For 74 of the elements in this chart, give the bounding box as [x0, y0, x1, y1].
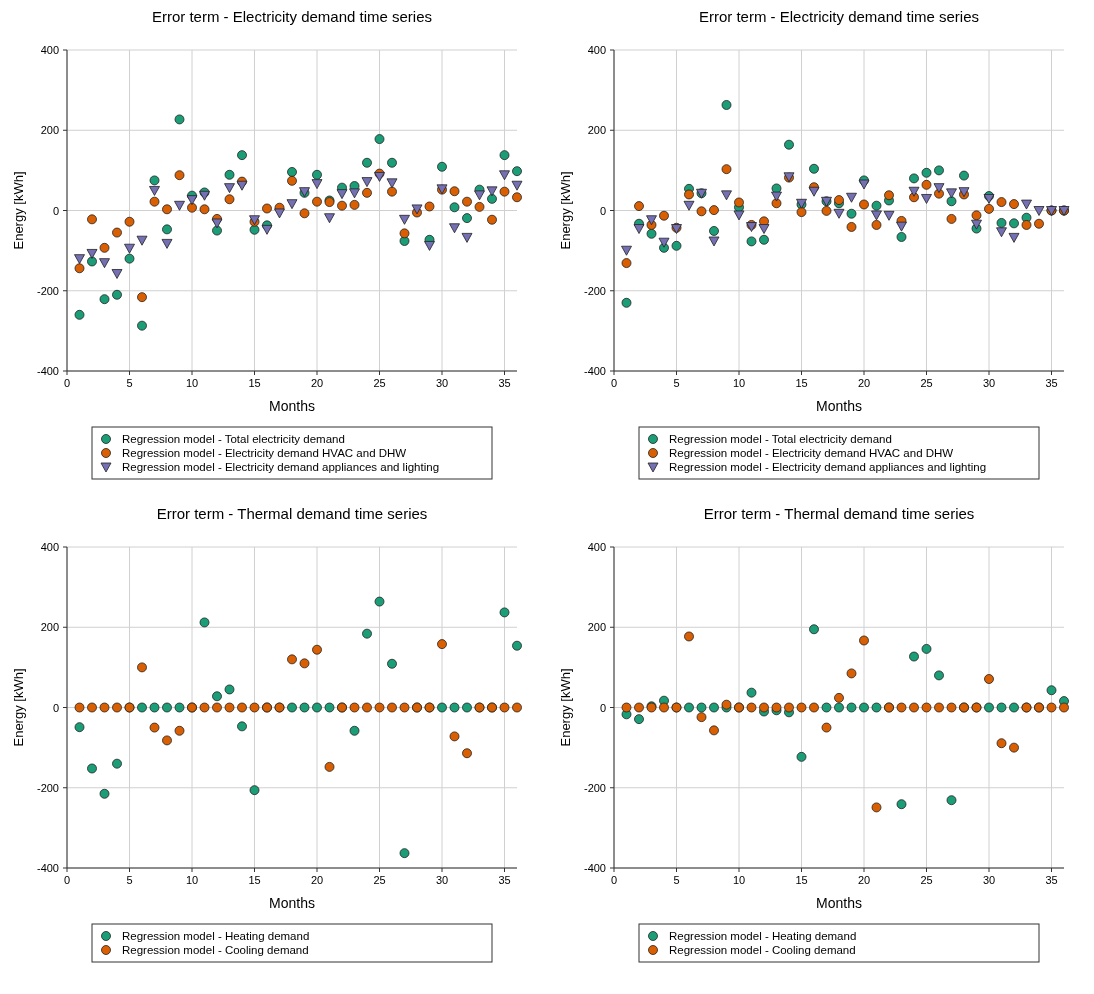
legend-label: Regression model - Electricity demand HVAC and DHW [122, 447, 407, 459]
chart-title: Error term - Electricity demand time series [698, 8, 980, 25]
y-tick-label: 200 [587, 124, 606, 137]
y-tick-label: 400 [40, 541, 59, 553]
y-tick-label: -400 [36, 365, 59, 377]
y-tick-label: -200 [583, 781, 606, 794]
legend-label: Regression model - Cooling demand [122, 944, 309, 956]
x-tick-label: 10 [185, 377, 199, 389]
chart-title: Error term - Thermal demand time series [156, 505, 428, 522]
y-tick-label: -400 [36, 862, 59, 874]
y-axis-title: Energy [kWh] [11, 171, 26, 250]
chart-title: Error term - Electricity demand time series [151, 8, 433, 25]
x-tick-label: 20 [310, 874, 324, 886]
y-axis-title: Energy [kWh] [558, 171, 573, 250]
x-tick-label: 0 [63, 874, 71, 886]
x-tick-label: 5 [126, 874, 133, 886]
x-tick-label: 25 [920, 874, 933, 886]
x-tick-label: 30 [435, 377, 449, 389]
x-tick-label: 0 [63, 377, 71, 389]
y-axis-title: Energy [kWh] [11, 668, 26, 747]
x-tick-label: 35 [498, 377, 511, 389]
x-tick-label: 10 [732, 874, 746, 886]
x-tick-label: 10 [185, 874, 199, 886]
legend-label: Regression model - Total electricity demand [122, 433, 345, 445]
x-tick-label: 10 [732, 377, 746, 389]
y-tick-label: -200 [36, 284, 59, 297]
legend-label: Regression model - Electricity demand appliances and lighting [669, 461, 987, 473]
legend-label: Regression model - Cooling demand [669, 944, 856, 956]
x-tick-label: 30 [982, 874, 996, 886]
legend-label: Regression model - Electricity demand HVAC and DHW [669, 447, 954, 459]
legend-label: Regression model - Electricity demand appliances and lighting [122, 461, 440, 473]
x-tick-label: 30 [982, 377, 996, 389]
x-tick-label: 15 [795, 377, 808, 389]
y-tick-label: 400 [40, 44, 59, 56]
y-axis-title: Energy [kWh] [558, 668, 573, 747]
x-tick-label: 15 [248, 874, 261, 886]
y-tick-label: 0 [52, 701, 59, 714]
y-tick-label: -200 [36, 781, 59, 794]
y-tick-label: 200 [40, 621, 59, 634]
x-tick-label: 25 [373, 874, 386, 886]
x-tick-label: 20 [857, 377, 871, 389]
x-tick-label: 15 [248, 377, 261, 389]
x-axis-title: Months [816, 398, 862, 414]
y-tick-label: 400 [587, 44, 606, 56]
y-tick-label: 200 [40, 124, 59, 137]
y-tick-label: 0 [599, 701, 606, 714]
x-tick-label: 0 [610, 874, 618, 886]
y-tick-label: 200 [587, 621, 606, 634]
x-tick-label: 35 [1045, 377, 1058, 389]
x-tick-label: 25 [920, 377, 933, 389]
y-tick-label: 0 [599, 204, 606, 217]
chart-title: Error term - Thermal demand time series [703, 505, 975, 522]
y-tick-label: 0 [52, 204, 59, 217]
x-tick-label: 20 [857, 874, 871, 886]
x-tick-label: 5 [673, 874, 680, 886]
x-axis-title: Months [269, 398, 315, 414]
x-axis-title: Months [816, 895, 862, 911]
legend-label: Regression model - Heating demand [122, 930, 310, 942]
y-tick-label: -400 [583, 862, 606, 874]
legend-label: Regression model - Heating demand [669, 930, 857, 942]
x-axis-title: Months [269, 895, 315, 911]
x-tick-label: 5 [673, 377, 680, 389]
y-tick-label: -400 [583, 365, 606, 377]
x-tick-label: 0 [610, 377, 618, 389]
x-tick-label: 20 [310, 377, 324, 389]
x-tick-label: 30 [435, 874, 449, 886]
x-tick-label: 5 [126, 377, 133, 389]
y-tick-label: 400 [587, 541, 606, 553]
x-tick-label: 25 [373, 377, 386, 389]
x-tick-label: 35 [498, 874, 511, 886]
x-tick-label: 35 [1045, 874, 1058, 886]
y-tick-label: -200 [583, 284, 606, 297]
legend-label: Regression model - Total electricity demand [669, 433, 892, 445]
x-tick-label: 15 [795, 874, 808, 886]
